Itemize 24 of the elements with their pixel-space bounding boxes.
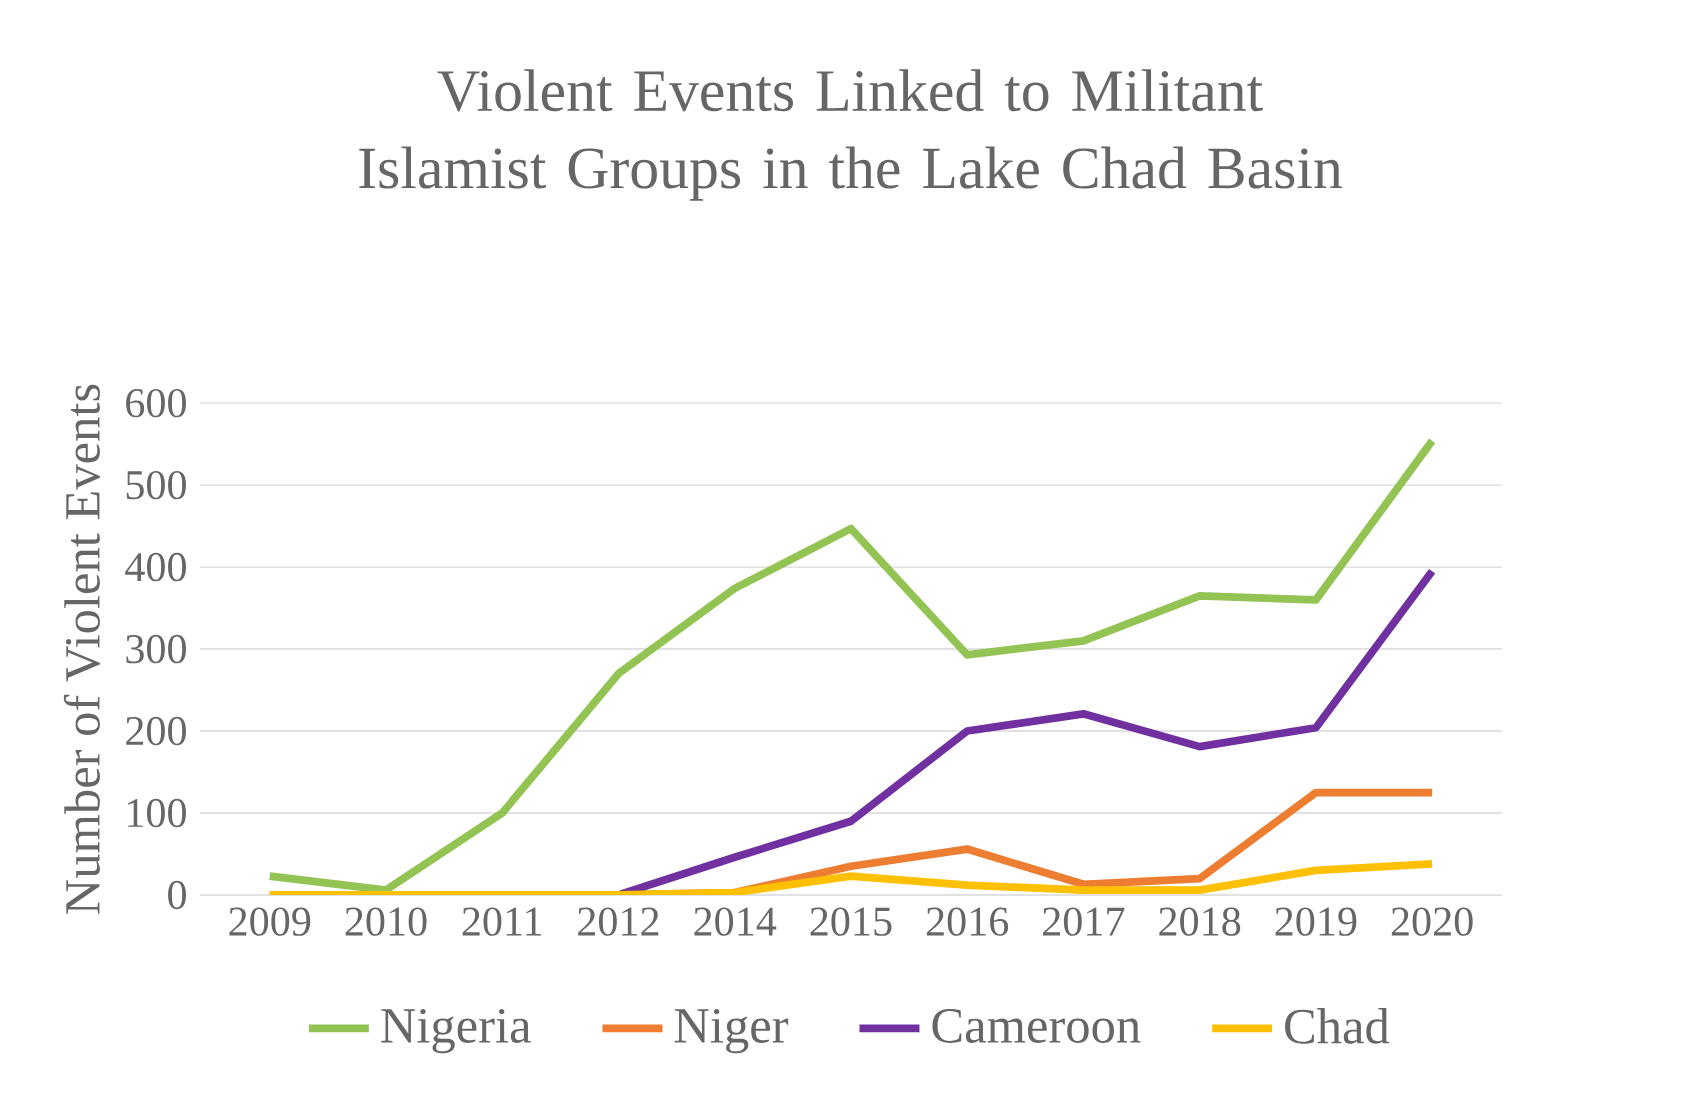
chart-title: Violent Events Linked to Militant Islamist Groups in the Lake Chad Basin [359,69,1343,201]
x-tick-label: 2012 [578,907,659,936]
legend-label: Chad [1285,1008,1390,1044]
x-tick-label: 2017 [1043,907,1125,936]
y-tick-label: 500 [126,470,186,500]
y-axis-title: Number of Violent Events [63,384,101,914]
legend-label: Niger [674,1008,789,1054]
x-tick-label: 2015 [810,907,892,936]
x-tick-label: 2011 [462,907,542,936]
legend-label: Cameroon [932,1008,1141,1043]
y-tick-label: 300 [126,634,186,664]
x-tick-label: 2010 [345,907,427,936]
x-tick-label: 2019 [1275,907,1357,936]
x-tick-label: 2016 [926,907,1009,936]
x-tick-label: 2020 [1391,907,1473,936]
y-tick-label: 400 [125,552,186,582]
y-tick-label: 0 [168,880,186,910]
y-tick-label: 100 [128,798,186,828]
legend-label: Nigeria [381,1008,531,1054]
x-tick-label: 2014 [694,907,777,936]
x-tick-label: 2009 [229,907,311,936]
y-tick-label: 600 [126,388,186,418]
x-tick-label: 2018 [1159,907,1241,936]
y-tick-label: 200 [126,716,186,746]
